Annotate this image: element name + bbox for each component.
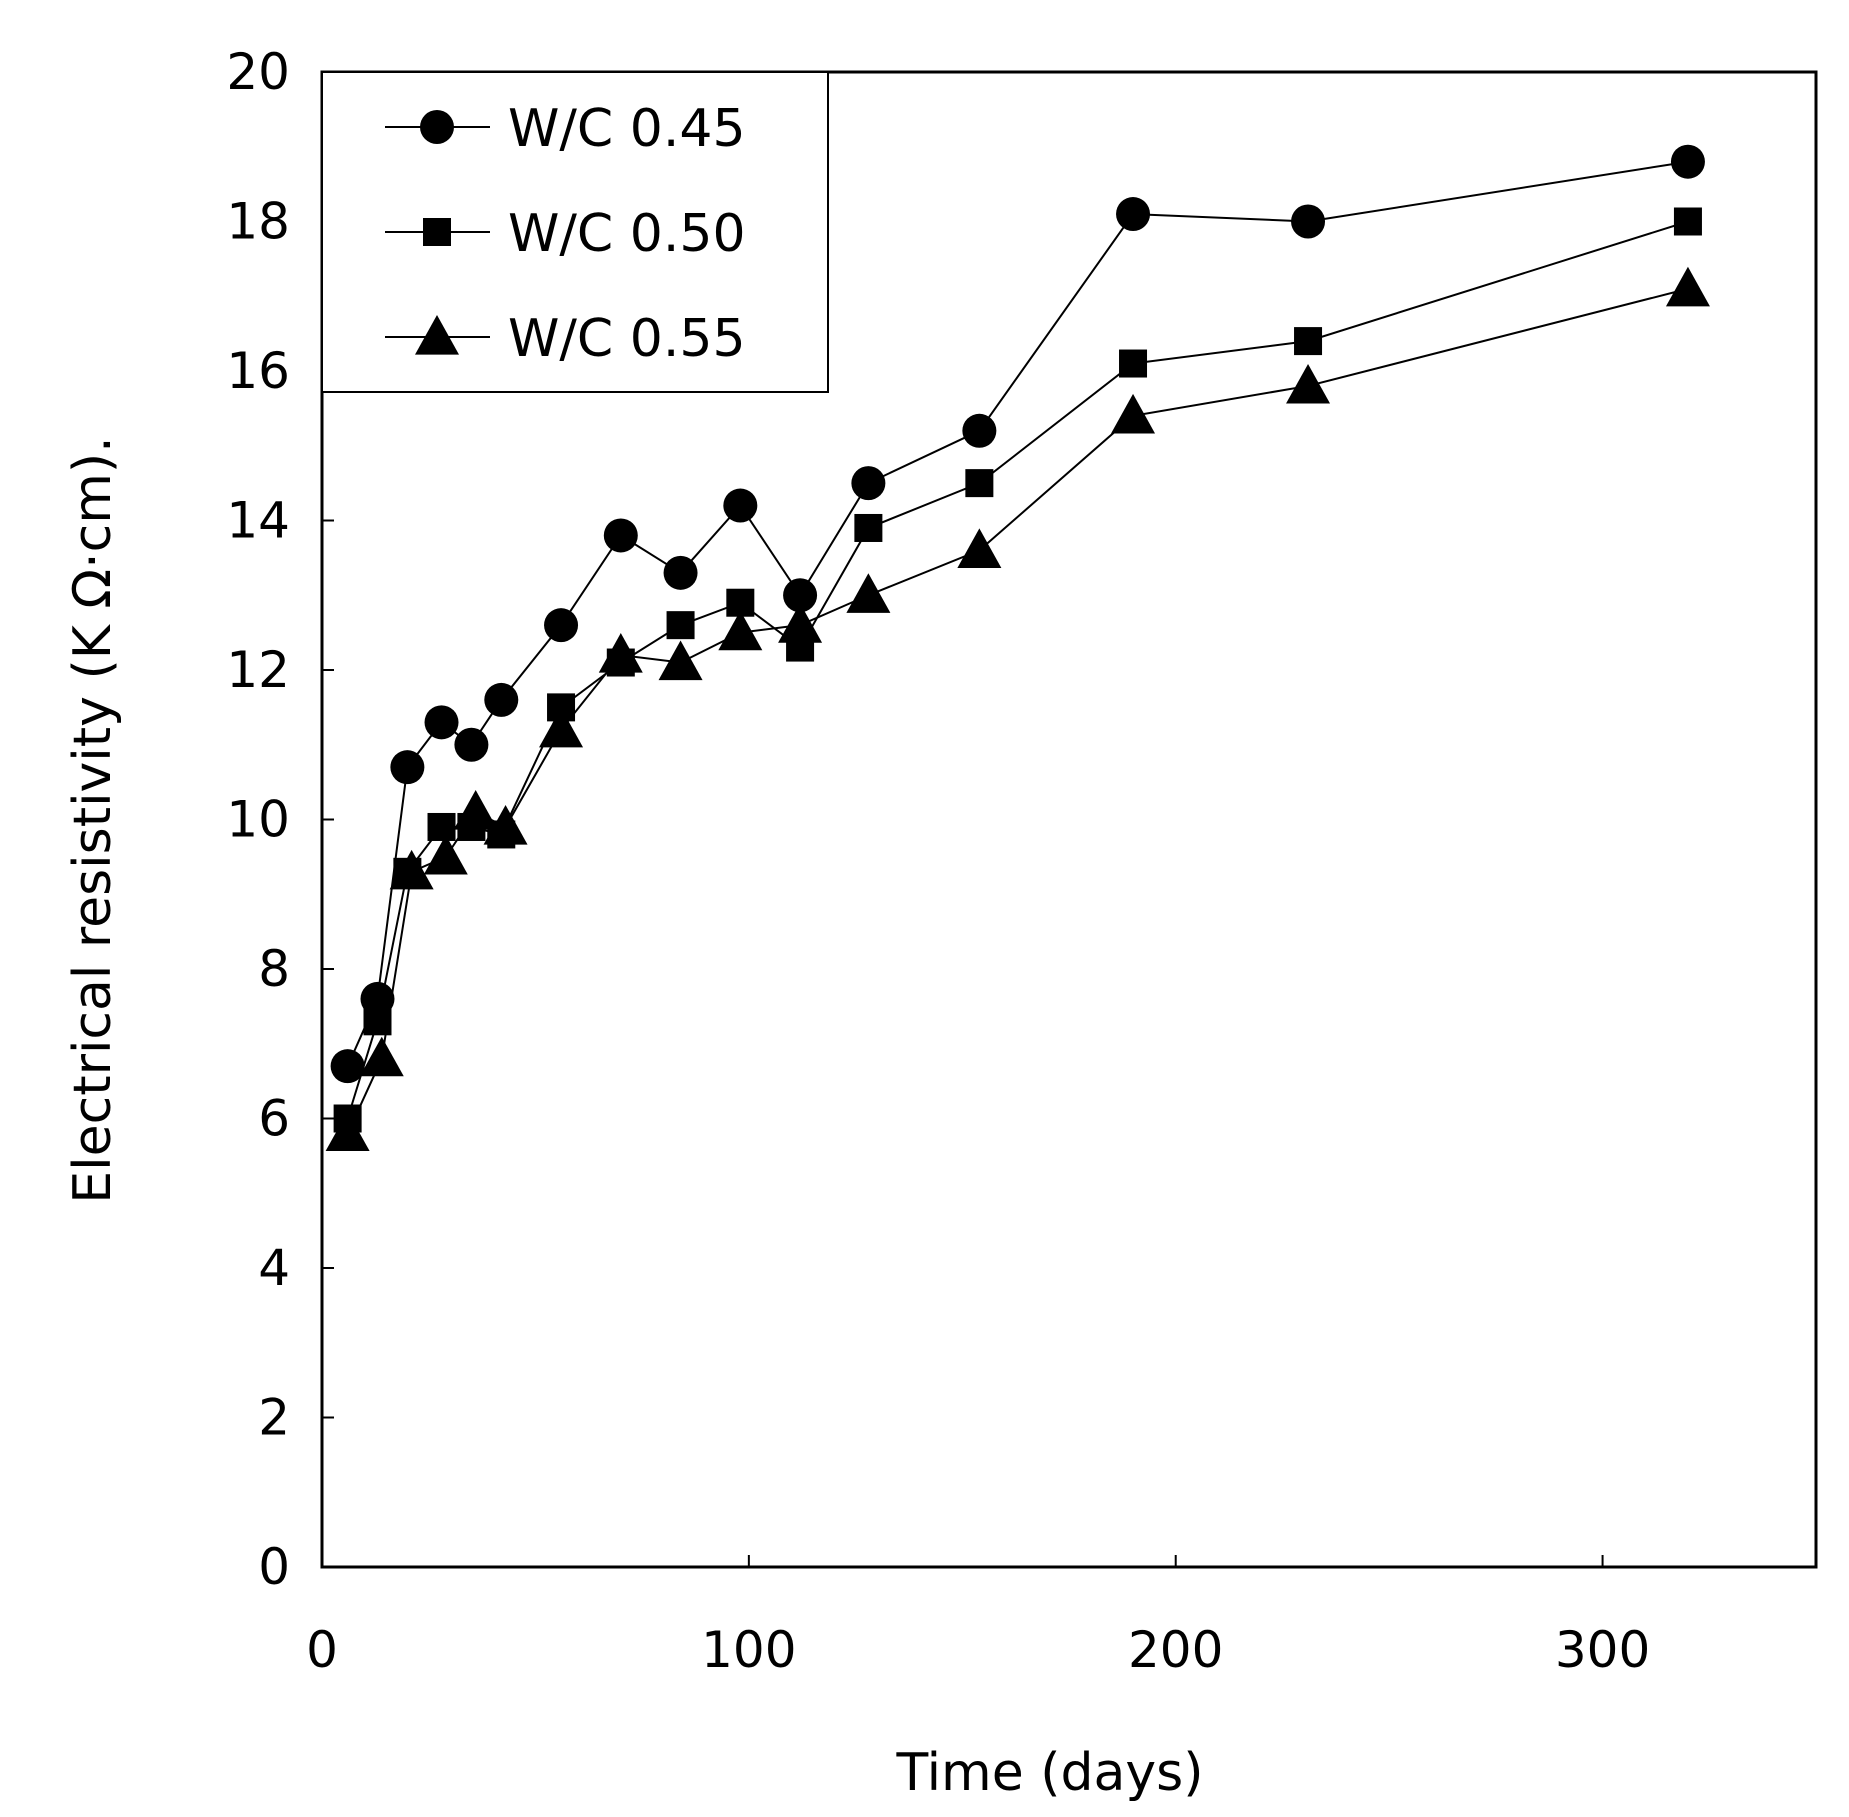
legend-marker-2 [423, 218, 451, 246]
series-3-point-10 [718, 610, 763, 651]
series-3-point-8 [598, 633, 643, 673]
series-1-point-14 [1116, 197, 1151, 232]
data-markers [325, 144, 1710, 1152]
series-lines [346, 160, 1689, 1134]
series-line-2 [346, 220, 1689, 1119]
series-1-point-4 [424, 705, 459, 740]
legend-label-1: W/C 0.45 [508, 99, 746, 159]
y-tick-label-4: 8 [258, 940, 290, 998]
x-tick-label-1: 100 [701, 1621, 796, 1679]
legend-marker-1 [420, 110, 454, 144]
series-1-point-3 [390, 750, 425, 785]
legend-label-3: W/C 0.55 [508, 309, 746, 369]
y-tick-label-8: 16 [226, 342, 290, 400]
series-2-point-16 [1673, 207, 1702, 236]
x-axis-title: Time (days) [895, 1743, 1203, 1803]
legend-marker-3 [415, 315, 459, 355]
series-line-1 [346, 160, 1689, 1067]
series-1-point-13 [962, 413, 997, 448]
series-3-point-15 [1286, 363, 1331, 404]
series-1-point-8 [603, 518, 638, 553]
series-1-point-16 [1670, 144, 1705, 179]
y-tick-label-5: 10 [226, 791, 290, 849]
series-3-point-14 [1111, 393, 1156, 434]
series-2-point-2 [363, 1007, 392, 1036]
y-tick-label-3: 6 [258, 1090, 290, 1148]
x-tick-label-3: 300 [1555, 1621, 1650, 1679]
series-3-point-3 [389, 849, 434, 890]
legend-label-2: W/C 0.50 [508, 204, 746, 264]
series-2-point-14 [1119, 349, 1148, 378]
x-tick-label-2: 200 [1128, 1621, 1223, 1679]
y-tick-label-9: 18 [226, 193, 290, 251]
series-line-3 [346, 287, 1689, 1134]
series-3-point-11 [778, 603, 823, 643]
series-1-point-9 [663, 555, 698, 590]
x-tick-label-0: 0 [306, 1621, 338, 1679]
y-tick-label-6: 12 [226, 641, 290, 699]
series-1-point-1 [330, 1049, 365, 1084]
y-tick-label-0: 0 [258, 1538, 290, 1596]
series-2-point-15 [1294, 327, 1323, 356]
y-axis-title: Electrical resistivity (K Ω·cm). [63, 436, 123, 1203]
series-1-point-5 [454, 727, 489, 762]
series-3-point-2 [359, 1036, 404, 1077]
series-2-point-13 [965, 469, 994, 498]
series-3-point-13 [957, 528, 1002, 568]
series-3-point-16 [1665, 266, 1710, 307]
y-tick-label-7: 14 [226, 492, 290, 550]
series-3-point-12 [846, 573, 891, 613]
series-3-point-6 [483, 804, 528, 845]
series-3-point-4 [423, 834, 468, 875]
series-2-point-9 [666, 611, 695, 640]
series-3-point-5 [453, 790, 498, 830]
series-1-point-15 [1291, 204, 1326, 239]
series-3-point-7 [539, 707, 584, 748]
y-tick-label-10: 20 [226, 43, 290, 101]
y-tick-label-2: 4 [258, 1239, 290, 1297]
series-1-point-6 [484, 682, 519, 717]
legend: W/C 0.45 W/C 0.50 W/C 0.55 [321, 71, 829, 393]
series-2-point-12 [854, 513, 883, 542]
series-3-point-1 [325, 1111, 370, 1152]
series-2-point-4 [427, 812, 456, 841]
series-1-point-12 [851, 466, 886, 501]
series-3-point-9 [658, 640, 703, 681]
series-1-point-10 [723, 488, 758, 523]
series-1-point-11 [783, 578, 818, 613]
series-1-point-7 [544, 608, 579, 643]
y-tick-label-1: 2 [258, 1389, 290, 1447]
